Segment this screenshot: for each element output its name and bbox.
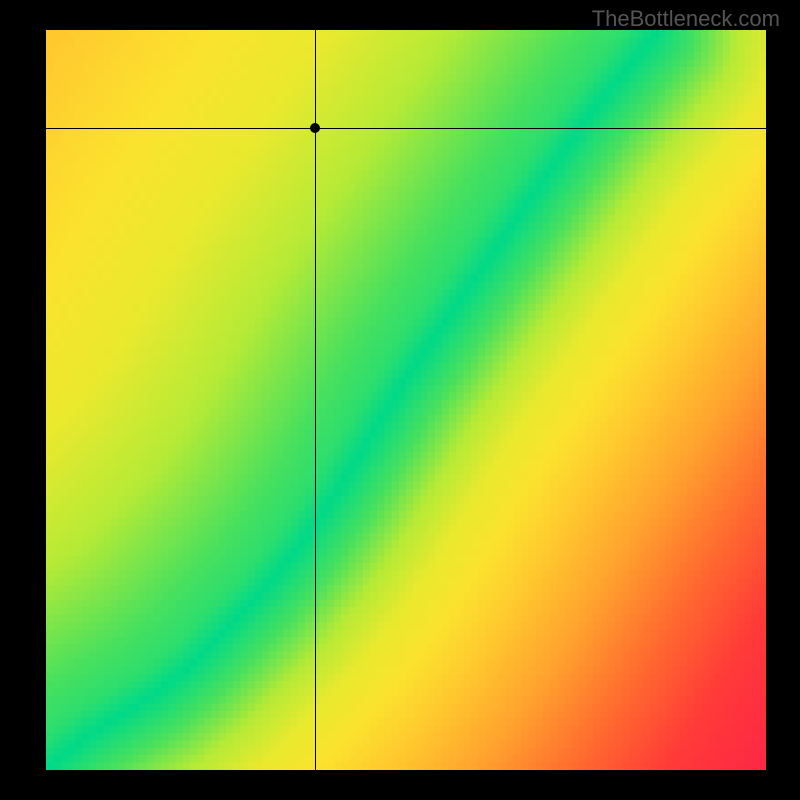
heatmap-canvas [46,30,766,770]
crosshair-vertical [315,30,316,770]
watermark-text: TheBottleneck.com [592,6,780,32]
crosshair-horizontal [46,128,766,129]
heatmap-plot [46,30,766,770]
crosshair-marker [310,123,320,133]
